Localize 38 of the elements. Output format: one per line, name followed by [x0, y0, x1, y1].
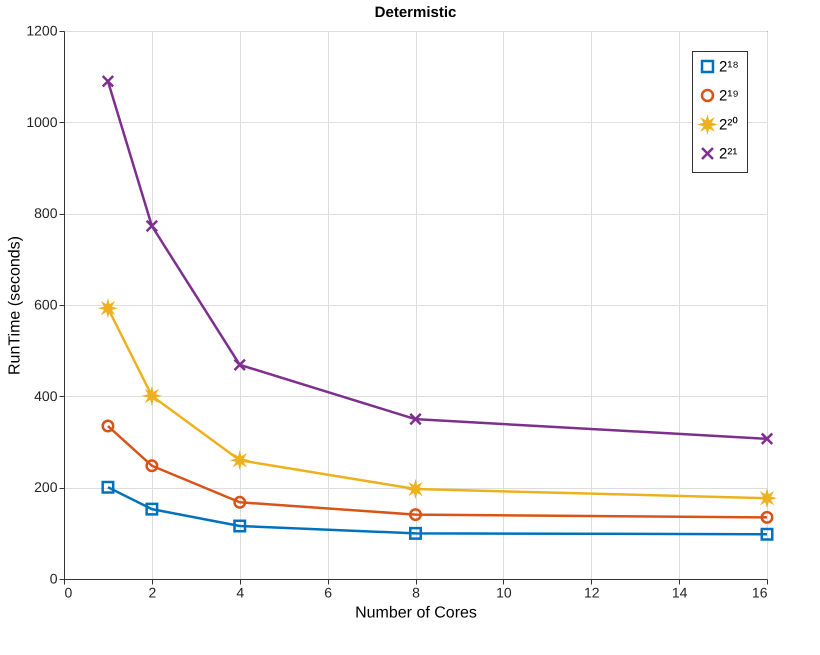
- chart-title: Determistic: [374, 4, 456, 21]
- y-tick-label: 1000: [26, 114, 58, 130]
- point: [233, 520, 246, 533]
- point: [760, 510, 774, 524]
- point: [145, 220, 158, 232]
- x-tick-label: 14: [672, 584, 688, 600]
- point: [760, 432, 774, 446]
- x-tick-label: 2: [148, 584, 156, 600]
- point: [101, 74, 114, 88]
- point: [233, 358, 246, 372]
- x-axis-title: Number of Cores: [355, 604, 477, 622]
- point: [760, 528, 774, 541]
- x-tick-label: 6: [324, 584, 332, 600]
- y-tick-label: 400: [34, 388, 58, 404]
- x-tick-label: 10: [496, 584, 512, 600]
- point: [409, 508, 422, 522]
- x-tick-label: 0: [64, 584, 72, 600]
- legend-label: 2²⁰: [719, 116, 738, 134]
- x-tick-label: 8: [412, 584, 420, 600]
- point: [101, 420, 114, 432]
- point: [145, 502, 158, 516]
- point: [145, 459, 158, 472]
- x-tick-label: 12: [584, 584, 600, 600]
- point: [101, 480, 114, 494]
- point: [409, 526, 422, 540]
- legend-label: 2²¹: [719, 146, 738, 162]
- y-tick-label: 800: [34, 205, 58, 222]
- y-tick-label: 200: [34, 479, 58, 496]
- legend-label: 2¹⁹: [719, 88, 739, 104]
- x-tick-label: 4: [236, 584, 244, 600]
- y-tick-label: 600: [34, 296, 58, 312]
- x-tick-label: 16: [752, 584, 768, 600]
- point: [233, 496, 246, 509]
- y-tick-label: 0: [50, 570, 58, 586]
- legend-label: 2¹⁸: [719, 58, 739, 76]
- point: [409, 412, 422, 426]
- y-tick-label: 1200: [26, 22, 58, 38]
- y-axis-title: RunTime (seconds): [6, 236, 24, 376]
